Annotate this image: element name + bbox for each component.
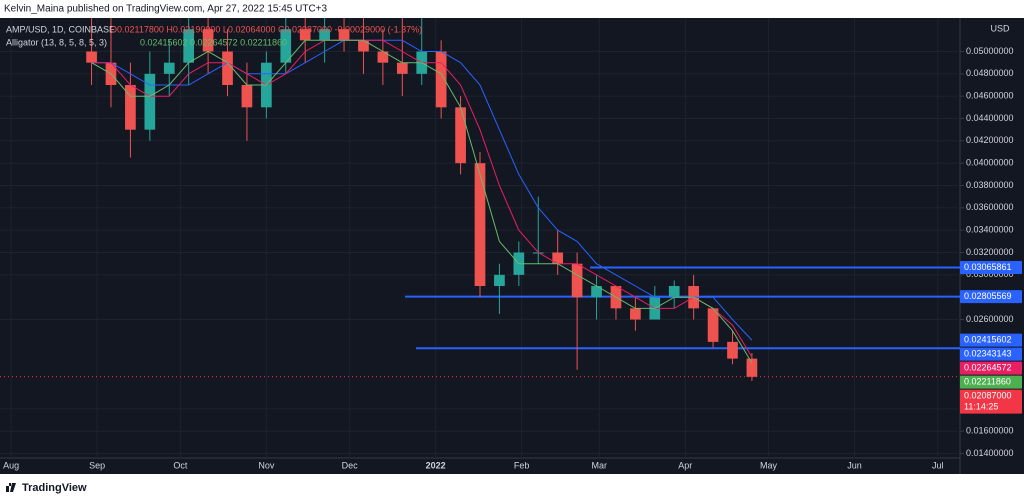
x-tick-label: Oct: [173, 460, 188, 470]
y-tick-label: 0.04800000: [966, 68, 1014, 78]
alligator-line: [91, 39, 753, 341]
candle-body: [455, 107, 466, 164]
x-tick-label: May: [760, 460, 778, 470]
y-tick-label: 0.03200000: [966, 247, 1014, 257]
plot: [0, 18, 960, 458]
candle-body: [746, 358, 758, 377]
candle-body: [707, 308, 719, 342]
candle-body: [163, 62, 175, 74]
y-tick-label: 0.03400000: [966, 225, 1014, 235]
candle-body: [571, 263, 583, 298]
x-tick-label: Jun: [847, 460, 862, 470]
x-tick-label: Aug: [3, 460, 19, 470]
price-badge-label: 0.02805569: [964, 291, 1012, 301]
price-badge: [960, 333, 1022, 347]
candle-body: [280, 29, 292, 63]
candle-body: [183, 29, 195, 63]
y-tick-label: 0.04600000: [966, 91, 1014, 101]
y-tick-label: 0.04200000: [966, 135, 1014, 145]
x-tick-label: Apr: [678, 460, 692, 470]
x-tick-label: Jul: [932, 460, 944, 470]
brand: TradingView: [22, 482, 87, 494]
candle-body: [668, 286, 680, 298]
publisher: Kelvin_Maina published on TradingView.co…: [4, 4, 328, 15]
y-tick-label: 0.04000000: [966, 158, 1014, 168]
candle-body: [494, 274, 505, 287]
candle-body: [474, 163, 486, 287]
price-badge: [960, 260, 1022, 274]
indicator: Alligator (13, 8, 5, 8, 5, 3): [6, 37, 107, 47]
x-tick-label: 2022: [426, 460, 446, 470]
candle-body: [591, 286, 602, 298]
x-tick-label: Feb: [514, 460, 530, 470]
price-badge-label: 0.02343143: [964, 348, 1012, 358]
price-badge-label: 0.03065861: [964, 262, 1012, 272]
candle-body: [396, 62, 408, 74]
candle-body: [358, 40, 369, 52]
x-tick-label: Sep: [89, 460, 105, 470]
y-tick-label: 0.03600000: [966, 202, 1014, 212]
y-tick-label: 0.04400000: [966, 113, 1014, 123]
candle-body: [202, 29, 214, 52]
y-tick-label: 0.03800000: [966, 180, 1014, 190]
candle-body: [338, 29, 350, 41]
candle-body: [125, 85, 136, 130]
price-badge: [960, 389, 1022, 414]
price-badge-label: 0.02087000: [964, 390, 1012, 400]
price-badge-label: 0.02211860: [964, 376, 1011, 386]
candle-body: [435, 51, 447, 108]
y-tick-label: 0.01400000: [966, 448, 1014, 458]
candle-body: [727, 341, 738, 359]
symbol: AMP/USD, 1D, COINBASE: [6, 24, 115, 34]
price-badge: [960, 290, 1022, 304]
x-tick-label: Mar: [592, 460, 608, 470]
price-badge: [960, 361, 1022, 375]
candle-body: [86, 51, 97, 63]
price-badge-label: 0.02415602: [964, 334, 1012, 344]
candle-body: [552, 252, 564, 264]
ohlc: O0.02117800 H0.02190000 L0.02064000 C0.0…: [110, 24, 422, 34]
y-axis-label: USD: [990, 23, 1010, 33]
candle-body: [222, 51, 233, 86]
candle-body: [377, 51, 389, 63]
candle-body: [144, 73, 156, 130]
indicator-values: 0.02415602 0.02264572 0.02211860: [140, 37, 287, 47]
y-tick-label: 0.05000000: [966, 46, 1014, 56]
candle-body: [299, 29, 311, 41]
candle-body: [319, 29, 330, 41]
price-badge: [960, 347, 1022, 361]
countdown: 11:14:25: [964, 401, 998, 411]
x-tick-label: Nov: [258, 460, 275, 470]
y-tick-label: 0.03000000: [966, 269, 1014, 279]
alligator-line: [91, 39, 753, 364]
y-tick-label: 0.01600000: [966, 426, 1014, 436]
price-badge-label: 0.02264572: [964, 362, 1012, 372]
logo-icon: [4, 483, 16, 492]
candle-body: [630, 308, 641, 320]
price-badge: [960, 375, 1022, 389]
x-tick-label: Dec: [342, 460, 359, 470]
candle-body: [241, 85, 253, 108]
y-tick-label: 0.02600000: [966, 314, 1014, 324]
